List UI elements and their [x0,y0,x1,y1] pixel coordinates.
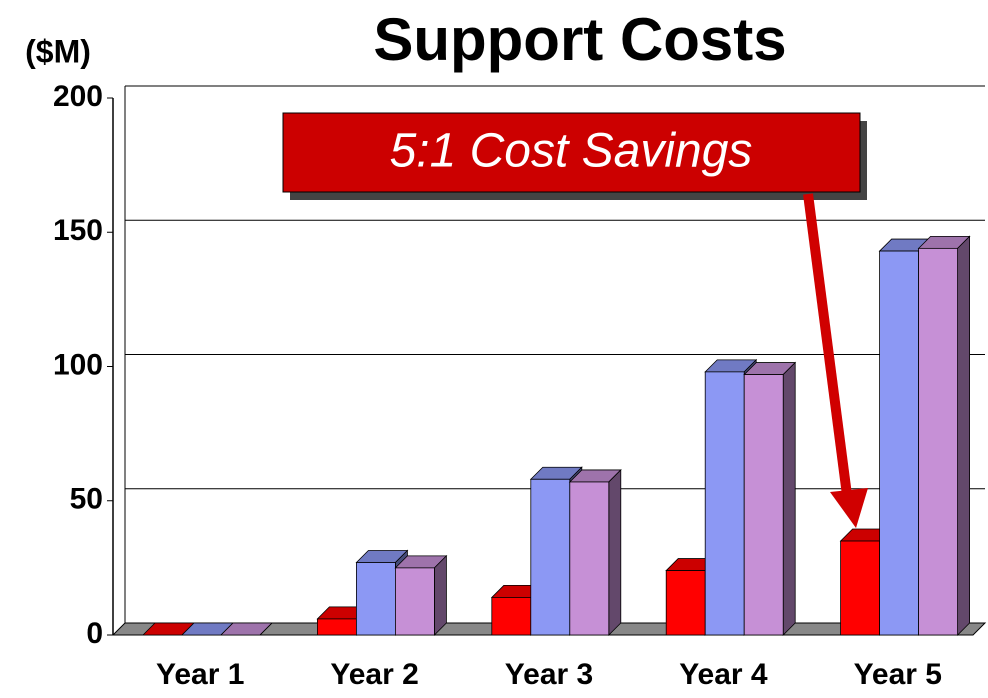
bar [917,235,971,636]
bar-front [355,562,396,636]
plot: 0 50 100 150 200 Year 1 Year 2 Year 3 Year 4 Year… [53,80,987,691]
bar-side [608,468,622,636]
x-tick-label: Year 4 [679,658,768,691]
bar-side [433,554,447,636]
y-tick-label: 0 [86,617,103,650]
bar [743,361,797,636]
bar-front [665,570,706,636]
bar-front [530,478,571,636]
bar [394,554,448,636]
chart-title: Support Costs [373,6,786,73]
bar-front [394,567,435,636]
bar-front [879,250,919,636]
x-tick-label: Year 2 [330,658,418,691]
annotation-text: 5:1 Cost Savings [390,125,753,178]
annotation-box [282,112,861,193]
bar-front [569,481,610,636]
bar-front [491,597,532,636]
bar-front [704,371,745,636]
bar-front [840,540,880,636]
y-tick-label: 50 [70,483,103,516]
bar-side [259,622,273,636]
bar [220,622,273,636]
x-tick-label: Year 3 [505,658,593,691]
annotation-arrowhead [830,488,868,528]
bar [568,468,622,636]
y-tick-label: 150 [53,214,103,247]
y-tick-label: 100 [53,348,103,381]
x-tick-label: Year 5 [854,658,942,691]
y-tick-label: 200 [53,80,103,113]
annotation-arrow [803,193,852,496]
bar-front [918,247,958,636]
x-tick-label: Year 1 [156,658,244,691]
y-axis-label: ($M) [25,33,91,69]
bar-front [743,374,784,636]
bar-side [782,361,796,636]
bar-side [957,235,970,636]
bar-front [316,618,357,636]
